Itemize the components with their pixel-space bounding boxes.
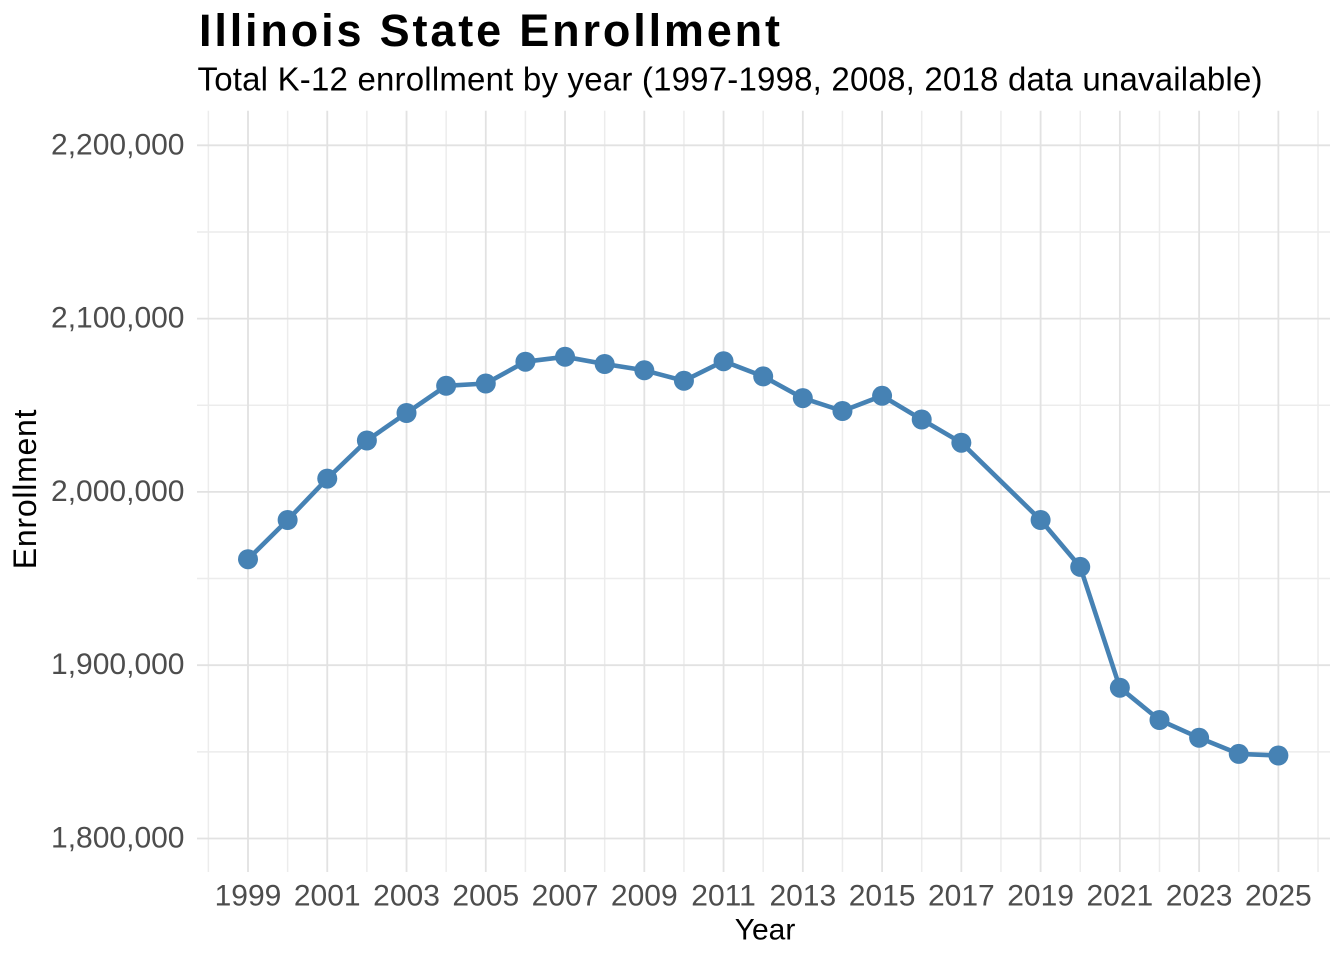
svg-text:Total K-12 enrollment by year: Total K-12 enrollment by year (1997-1998… [198,61,1263,98]
svg-text:2003: 2003 [373,879,440,912]
svg-text:2001: 2001 [294,879,361,912]
svg-text:2,200,000: 2,200,000 [51,128,184,161]
svg-text:Year: Year [735,913,796,946]
svg-text:2023: 2023 [1166,879,1233,912]
svg-text:2019: 2019 [1007,879,1074,912]
svg-text:2015: 2015 [849,879,916,912]
svg-text:2009: 2009 [611,879,678,912]
svg-text:2007: 2007 [532,879,599,912]
svg-text:2017: 2017 [928,879,995,912]
svg-text:2025: 2025 [1245,879,1312,912]
svg-text:1,800,000: 1,800,000 [51,822,184,855]
svg-text:2011: 2011 [691,879,756,912]
svg-text:Illinois State Enrollment: Illinois State Enrollment [199,5,783,56]
svg-text:2005: 2005 [452,879,519,912]
svg-text:2,100,000: 2,100,000 [51,302,184,335]
svg-text:2013: 2013 [769,879,836,912]
svg-text:2021: 2021 [1086,879,1153,912]
svg-text:1999: 1999 [215,879,282,912]
svg-text:2,000,000: 2,000,000 [51,475,184,508]
svg-text:Enrollment: Enrollment [7,409,43,569]
svg-text:1,900,000: 1,900,000 [51,648,184,681]
